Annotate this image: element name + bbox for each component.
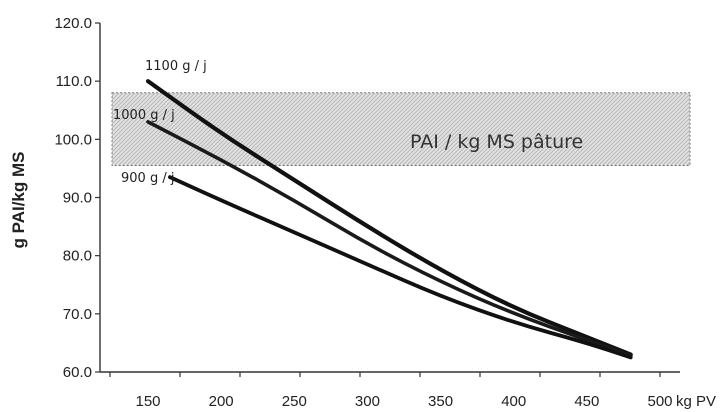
axes: 60.0 70.0 80.0 90.0 100.0 110.0 120.0 150 200 250…	[54, 15, 716, 410]
x-tick-label: 500	[647, 393, 672, 410]
band-label: PAI / kg MS pâture	[410, 131, 583, 153]
x-unit-label: kg PV	[676, 393, 716, 410]
series-layer	[145, 79, 633, 360]
y-tick-label: 60.0	[63, 364, 92, 381]
y-axis-label: g PAI/kg MS	[9, 152, 28, 249]
x-tick-label: 250	[282, 393, 307, 410]
x-tick-label: 300	[355, 393, 380, 410]
series-line	[146, 120, 633, 358]
y-tick-label: 80.0	[63, 248, 92, 265]
series-label: 1100 g / j	[145, 59, 207, 74]
y-tick-label: 100.0	[54, 131, 92, 148]
x-tick-label: 400	[501, 393, 526, 410]
labels-layer: 1100 g / j 1000 g / j 900 g / j	[113, 59, 207, 186]
x-tick-label: 450	[574, 393, 599, 410]
y-tick-label: 70.0	[63, 306, 92, 323]
x-tick-label: 150	[135, 393, 160, 410]
series-label: 1000 g / j	[113, 108, 175, 123]
y-tick-label: 120.0	[54, 15, 92, 32]
x-tick-label: 200	[209, 393, 234, 410]
series-label: 900 g / j	[121, 171, 174, 186]
series-line	[145, 79, 633, 357]
series-line	[168, 175, 633, 360]
plot-band	[111, 92, 691, 167]
x-tick-label: 350	[428, 393, 453, 410]
y-tick-label: 110.0	[56, 73, 92, 90]
y-tick-label: 90.0	[63, 190, 92, 207]
